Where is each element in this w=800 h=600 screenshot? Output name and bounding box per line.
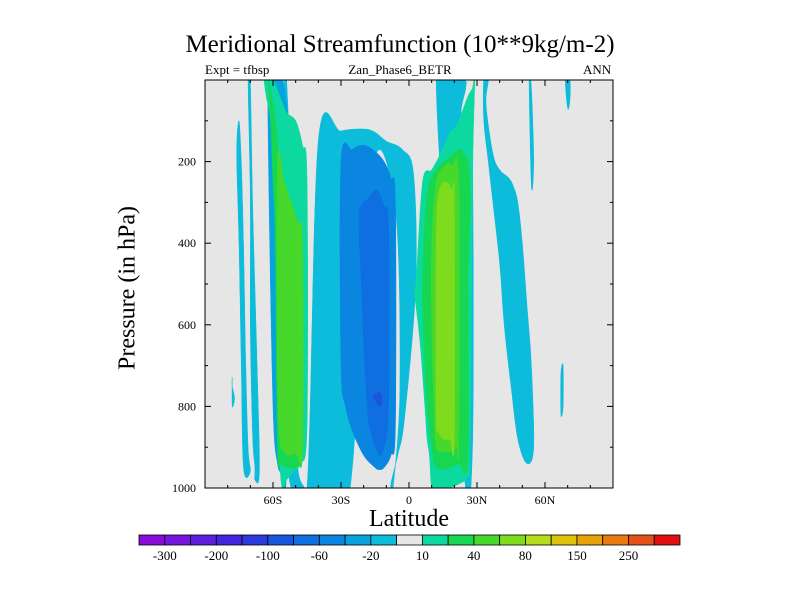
x-tick-label: 30N	[467, 493, 488, 507]
colorbar-swatch-14	[499, 534, 526, 546]
colorbar-swatch-0	[138, 534, 166, 546]
colorbar-label: 10	[416, 548, 429, 563]
y-tick-label: 800	[178, 399, 196, 413]
colorbar-swatch-7	[318, 534, 346, 546]
colorbar-swatch-5	[267, 534, 294, 546]
colorbar-label: -100	[256, 548, 280, 563]
y-tick-label: 1000	[172, 481, 196, 495]
colorbar-swatch-10	[396, 534, 423, 546]
colorbar-label: 80	[519, 548, 532, 563]
contour-region-20	[435, 181, 456, 457]
colorbar-swatch-15	[525, 534, 552, 546]
colorbar-label: 40	[467, 548, 480, 563]
contour-region-0	[231, 376, 235, 408]
contour-region-18	[372, 391, 383, 407]
colorbar-swatch-20	[653, 534, 681, 546]
colorbar-swatch-8	[344, 534, 372, 546]
colorbar-label: -20	[362, 548, 379, 563]
contour-region-6	[482, 80, 535, 465]
colorbar-swatch-12	[447, 534, 475, 546]
colorbar-label: -60	[311, 548, 328, 563]
colorbar-swatch-2	[190, 534, 217, 546]
season-label: ANN	[583, 62, 612, 77]
contour-layer	[231, 80, 571, 488]
x-tick-label: 30S	[332, 493, 351, 507]
colorbar-swatch-18	[602, 534, 629, 546]
colorbar-swatch-9	[370, 534, 398, 546]
colorbar-label: -200	[204, 548, 228, 563]
colorbar-swatch-16	[550, 534, 578, 546]
x-axis-title: Latitude	[369, 506, 449, 532]
contour-region-9	[560, 363, 564, 417]
colorbar-label: -300	[153, 548, 177, 563]
colorbar-swatch-17	[576, 534, 604, 546]
colorbar-swatch-19	[628, 534, 655, 546]
colorbar-swatch-1	[164, 534, 191, 546]
colorbar-swatch-6	[293, 534, 320, 546]
chart-title: Meridional Streamfunction (10**9kg/m-2)	[185, 31, 615, 58]
colorbar-swatch-4	[241, 534, 269, 546]
colorbar-label: 250	[619, 548, 639, 563]
contour-region-2	[247, 80, 260, 484]
x-tick-label: 0	[406, 493, 412, 507]
x-tick-label: 60S	[264, 493, 283, 507]
colorbar-label: 150	[567, 548, 587, 563]
contour-region-8	[565, 80, 571, 110]
y-tick-label: 600	[178, 318, 196, 332]
x-tick-label: 60N	[535, 493, 556, 507]
experiment-label: Expt = tfbsp	[205, 62, 270, 77]
axes: 200 400 600 800 1000 60S 30S 0 30N 60N	[172, 80, 613, 507]
contour-region-17	[358, 189, 390, 456]
colorbar-swatch-11	[421, 534, 449, 546]
y-tick-label: 400	[178, 236, 196, 250]
case-name-label: Zan_Phase6_BETR	[348, 62, 452, 77]
colorbar-swatch-13	[473, 534, 501, 546]
contour-region-19	[276, 150, 304, 465]
colorbar-swatch-3	[215, 534, 243, 546]
contour-region-1	[236, 120, 251, 478]
y-tick-label: 200	[178, 155, 196, 169]
colorbar: -300 -200 -100 -60 -20 10 40 80 150 250	[138, 534, 681, 563]
